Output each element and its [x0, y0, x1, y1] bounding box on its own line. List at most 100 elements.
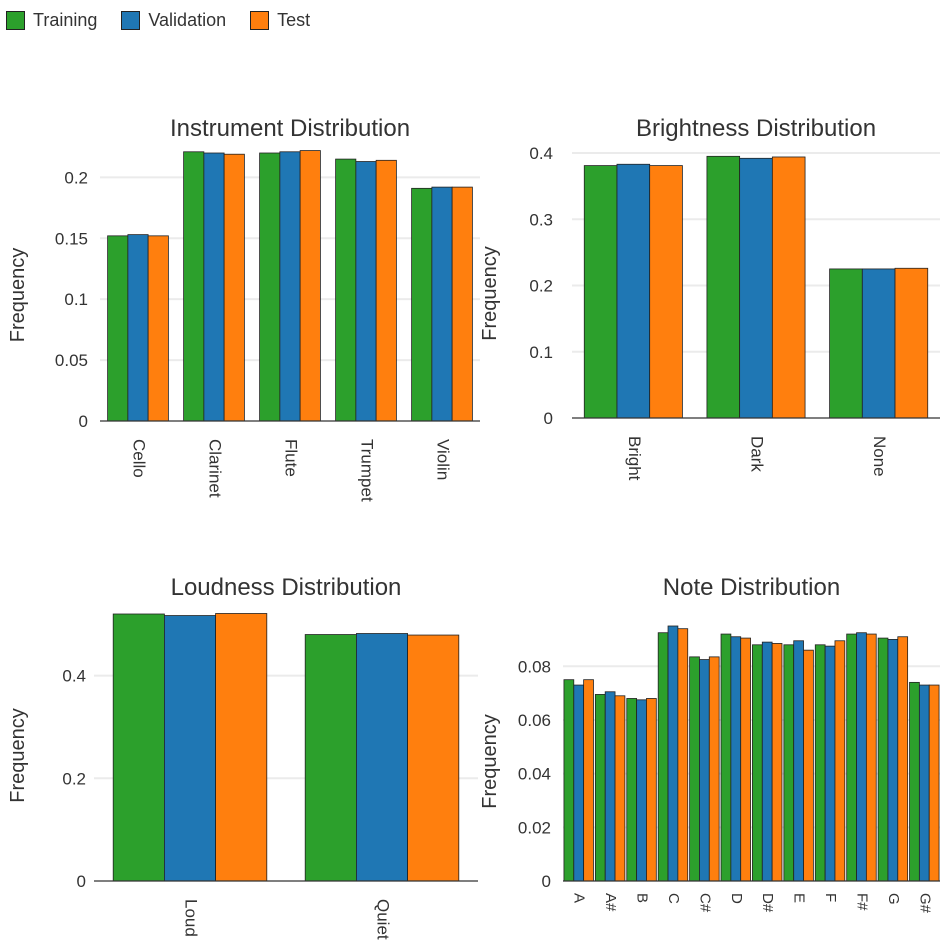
- bar-validation-loud: [163, 615, 216, 882]
- bar-training-trumpet: [335, 158, 357, 422]
- bar-validation-flute: [279, 151, 301, 422]
- y-tick-label: 0: [77, 872, 86, 891]
- bar-validation-violin: [431, 186, 453, 422]
- bar-test-flute: [299, 150, 321, 422]
- bar-training-g: [877, 637, 889, 882]
- category-label-a: A: [571, 893, 588, 903]
- bar-training-clarinet: [183, 151, 205, 422]
- bar-validation-c-sharp: [699, 659, 710, 882]
- bar-training-d-sharp: [752, 644, 763, 882]
- bar-test-a: [583, 679, 594, 882]
- bar-test-loud: [215, 613, 268, 882]
- y-tick-label: 0.15: [55, 229, 88, 248]
- bar-training-bright: [583, 165, 618, 419]
- y-tick-label: 0.4: [62, 667, 86, 686]
- category-label-d-sharp: D#: [759, 893, 776, 913]
- bar-training-f: [814, 644, 826, 882]
- bar-test-g: [897, 636, 909, 882]
- bar-training-c-sharp: [689, 656, 700, 882]
- bar-validation-b: [636, 699, 647, 882]
- chart-panel-2: 0 0.1 0.2 0.3 0.4 Bright Dark None Brightness Di…: [479, 115, 940, 481]
- category-label-g-sharp: G#: [916, 893, 933, 914]
- bar-test-clarinet: [223, 153, 245, 422]
- category-label-none: None: [870, 436, 889, 477]
- category-label-bright: Bright: [625, 436, 644, 481]
- bar-validation-g-sharp: [918, 684, 930, 882]
- bar-validation-f: [824, 645, 836, 882]
- legend-swatch-training: [6, 10, 25, 30]
- bar-test-a-sharp: [614, 695, 626, 882]
- category-label-c-sharp: C#: [696, 893, 713, 913]
- bar-validation-d-sharp: [761, 641, 773, 882]
- bar-validation-none: [861, 268, 896, 419]
- bar-training-d: [720, 633, 732, 882]
- bar-validation-g: [887, 639, 899, 882]
- bar-validation-c: [667, 625, 679, 882]
- legend-item-validation[interactable]: Validation: [121, 10, 226, 31]
- legend-label-test: Test: [277, 9, 311, 30]
- y-tick-label: 0.06: [518, 711, 551, 730]
- y-axis-label: Frequency: [479, 714, 501, 809]
- y-tick-label: 0.04: [518, 765, 551, 784]
- category-label-a-sharp: A#: [602, 893, 619, 912]
- bar-test-c: [677, 628, 689, 882]
- bar-test-trumpet: [375, 159, 397, 422]
- y-tick-label: 0.4: [529, 144, 553, 163]
- bar-validation-a-sharp: [604, 691, 616, 882]
- bar-training-quiet: [304, 634, 357, 882]
- category-label-quiet: Quiet: [374, 899, 393, 940]
- bar-validation-quiet: [355, 633, 408, 882]
- bar-test-violin: [451, 186, 473, 422]
- bar-test-d: [740, 637, 751, 882]
- legend: Training Validation Test: [6, 6, 334, 34]
- bar-validation-trumpet: [355, 161, 377, 422]
- bar-training-e: [783, 644, 795, 882]
- y-axis-label: Frequency: [7, 248, 29, 343]
- bar-validation-f-sharp: [856, 632, 867, 882]
- category-label-g: G: [885, 893, 902, 905]
- legend-label-training: Training: [33, 9, 98, 30]
- legend-item-training[interactable]: Training: [6, 10, 97, 31]
- category-label-clarinet: Clarinet: [206, 439, 225, 498]
- chart-panel-3: 0 0.2 0.4 Loud Quiet Loudness Distribution Fre…: [7, 574, 478, 940]
- bar-validation-e: [793, 640, 804, 882]
- bar-training-c: [657, 632, 669, 882]
- y-tick-label: 0: [542, 872, 551, 891]
- legend-item-test[interactable]: Test: [250, 10, 310, 31]
- bar-test-cello: [147, 235, 169, 422]
- chart-title: Loudness Distribution: [171, 574, 402, 601]
- chart-title: Instrument Distribution: [170, 115, 410, 142]
- chart-panel-1: 0 0.05 0.1 0.15 0.2 Cello Clarinet Flute Trumpet…: [7, 115, 480, 502]
- legend-swatch-validation: [121, 10, 141, 30]
- category-label-f-sharp: F#: [853, 893, 870, 911]
- bar-training-a: [563, 679, 575, 882]
- category-label-violin: Violin: [434, 439, 453, 480]
- bar-test-none: [894, 267, 929, 419]
- bar-training-loud: [112, 613, 165, 882]
- bar-test-e: [803, 649, 814, 882]
- bar-test-bright: [649, 165, 683, 419]
- bar-training-b: [626, 698, 638, 882]
- bar-validation-bright: [616, 163, 651, 419]
- bar-test-f: [834, 640, 846, 882]
- bar-training-flute: [259, 152, 281, 422]
- y-tick-label: 0.1: [64, 290, 88, 309]
- bar-training-cello: [107, 235, 129, 422]
- category-label-loud: Loud: [182, 899, 201, 937]
- bar-test-c-sharp: [708, 656, 720, 882]
- y-tick-label: 0.2: [62, 769, 86, 788]
- chart-panel-4: 0 0.02 0.04 0.06 0.08 A A# B C C# D D# E F F# G G# Note D…: [479, 574, 940, 914]
- bar-validation-cello: [127, 234, 149, 422]
- y-tick-label: 0.1: [529, 343, 553, 362]
- category-label-flute: Flute: [282, 439, 301, 477]
- category-label-b: B: [634, 893, 651, 903]
- y-tick-label: 0.08: [518, 657, 551, 676]
- y-axis-label: Frequency: [7, 708, 29, 803]
- bar-training-none: [829, 268, 863, 419]
- bar-training-violin: [411, 187, 433, 422]
- legend-swatch-test: [250, 10, 270, 30]
- legend-label-validation: Validation: [148, 9, 227, 30]
- bar-test-quiet: [407, 634, 460, 882]
- chart-title: Note Distribution: [663, 574, 840, 601]
